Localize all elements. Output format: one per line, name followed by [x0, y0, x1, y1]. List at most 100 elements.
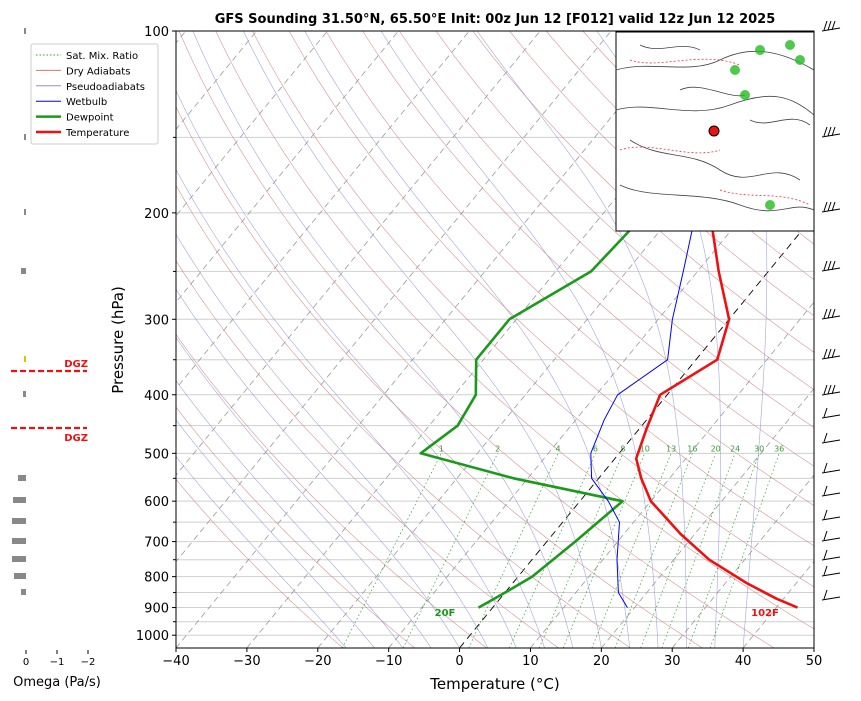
wind-barb-flag: [827, 260, 832, 271]
x-tick-label: 30: [664, 654, 681, 669]
legend-label: Temperature: [65, 128, 129, 139]
mixing-ratio-line: [640, 453, 717, 648]
x-tick-label: −20: [304, 654, 331, 669]
map-contour: [615, 50, 815, 71]
wind-barb: [821, 355, 841, 360]
legend-label: Pseudoadiabats: [66, 82, 145, 93]
y-tick-label: 600: [144, 495, 169, 510]
pseudoadiabat: [596, 31, 721, 648]
x-tick-label: −40: [162, 654, 189, 669]
wind-barb-flag: [831, 384, 836, 395]
pseudoadiabat: [176, 168, 517, 648]
legend-label: Sat. Mix. Ratio: [66, 51, 138, 62]
pseudoadiabat: [176, 419, 375, 648]
wind-barb-flag: [823, 432, 828, 443]
wind-barb: [821, 439, 841, 444]
dry-adiabat: [176, 260, 559, 648]
mixing-ratio-line: [562, 453, 646, 648]
wind-barb-flag: [831, 20, 836, 31]
wind-barb: [821, 572, 841, 577]
map-contour: [749, 118, 811, 126]
legend-label: Dry Adiabats: [66, 66, 130, 77]
mixing-ratio-label: 4: [556, 444, 561, 453]
mixing-ratio-line: [591, 453, 672, 648]
dry-adiabat: [252, 31, 814, 588]
x-axis-label: Temperature (°C): [429, 675, 559, 693]
y-tick-label: 1000: [136, 629, 169, 644]
wind-barb-flag: [823, 509, 828, 520]
mixing-ratio-label: 6: [593, 444, 598, 453]
omega-tick-label: −2: [81, 657, 96, 668]
omega-bar: [14, 573, 26, 579]
mixing-ratio-line: [614, 453, 693, 648]
wind-barb-flag: [823, 485, 828, 496]
wind-barb-flag: [831, 308, 836, 319]
dry-adiabat: [435, 31, 814, 391]
pseudoadiabat: [176, 89, 545, 648]
omega-bar: [13, 497, 26, 503]
wind-barb-flag: [823, 20, 828, 31]
dry-adiabat: [325, 31, 814, 506]
omega-tick-label: 0: [23, 657, 29, 668]
map-precip-area: [765, 200, 775, 210]
pseudoadiabat: [476, 31, 687, 648]
isotherm-line: [813, 647, 814, 648]
dry-adiabat: [176, 478, 344, 648]
wind-barb: [821, 537, 841, 542]
surface-dewpoint-label: 20F: [435, 608, 456, 619]
x-tick-label: −10: [375, 654, 402, 669]
map-contour: [629, 139, 801, 181]
pseudoadiabat: [380, 31, 659, 648]
x-tick-label: 40: [735, 654, 752, 669]
isotherm-line: [176, 31, 683, 648]
y-tick-label: 400: [144, 389, 169, 404]
pseudoadiabat: [176, 337, 432, 648]
mixing-ratio-line: [341, 453, 442, 648]
map-contour: [639, 44, 701, 51]
omega-bar: [24, 134, 26, 140]
omega-bar: [12, 556, 26, 562]
dry-adiabat: [176, 184, 631, 648]
dry-adiabat: [176, 106, 703, 648]
wind-barb: [821, 133, 841, 138]
map-temperature-contour: [719, 189, 811, 206]
isotherm-line: [176, 31, 328, 217]
wind-barb-flag: [823, 462, 828, 473]
wind-barbs: [813, 20, 841, 648]
dry-adiabat: [472, 31, 814, 353]
wind-barb-flag: [827, 201, 832, 212]
omega-bar: [23, 391, 26, 397]
mixing-ratio-label: 24: [730, 444, 740, 453]
legend-label: Dewpoint: [66, 113, 114, 124]
pseudoadiabat: [725, 31, 768, 648]
dry-adiabat: [509, 31, 814, 317]
omega-bar: [24, 28, 26, 34]
wind-barb: [821, 492, 841, 497]
dry-adiabat: [362, 31, 814, 467]
omega-bar: [12, 538, 26, 544]
wind-barb-flag: [823, 530, 828, 541]
mixing-ratio-label: 1: [439, 444, 444, 453]
mixing-ratio-label: 16: [687, 444, 697, 453]
omega-panel: DGZ DGZ 0 −1 −2: [11, 28, 95, 668]
mixing-ratio-label: 10: [640, 444, 650, 453]
x-tick-label: 0: [455, 654, 463, 669]
dry-adiabat: [215, 31, 814, 630]
x-tick-label: 20: [593, 654, 610, 669]
pseudoadiabat: [243, 31, 602, 648]
wind-barb-flag: [831, 348, 836, 359]
mixing-ratio-line: [538, 453, 624, 648]
isotherm-line: [601, 388, 814, 648]
wind-barb: [821, 391, 841, 396]
isotherm-line: [671, 474, 814, 648]
omega-axis-label: Omega (Pa/s): [13, 675, 101, 690]
mixing-ratio-label: 2: [495, 444, 500, 453]
legend: Sat. Mix. Ratio Dry Adiabats Pseudoadiabat…: [30, 43, 159, 145]
mixing-ratio-line: [709, 453, 780, 648]
location-marker: [708, 125, 720, 137]
wind-barb: [821, 414, 841, 419]
y-tick-label: 100: [144, 25, 169, 40]
wind-barb-flag: [823, 384, 828, 395]
omega-bar: [18, 475, 26, 481]
